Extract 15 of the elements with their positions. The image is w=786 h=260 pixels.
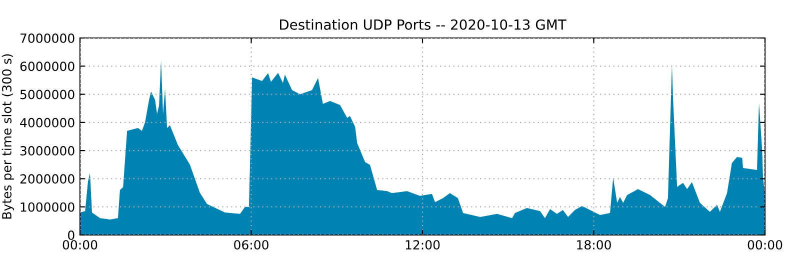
y-axis-title: Bytes per time slot (300 s) bbox=[2, 54, 14, 219]
x-tick-label: 12:00 bbox=[406, 240, 440, 250]
chart-title: Destination UDP Ports -- 2020-10-13 GMT bbox=[280, 19, 566, 30]
x-tick-label: 18:00 bbox=[577, 240, 611, 250]
y-tick-label: 7000000 bbox=[20, 33, 74, 43]
x-tick-label: 00:00 bbox=[748, 240, 782, 250]
y-tick-label: 6000000 bbox=[20, 62, 74, 72]
y-tick-label: 5000000 bbox=[20, 90, 74, 100]
y-tick-label: 2000000 bbox=[20, 174, 74, 184]
x-tick-label: 00:00 bbox=[62, 240, 98, 250]
y-tick-label: 0 bbox=[68, 230, 74, 240]
y-tick-label: 1000000 bbox=[20, 202, 74, 212]
y-tick-label: 3000000 bbox=[20, 146, 74, 156]
y-tick-label: 4000000 bbox=[20, 118, 74, 128]
x-tick-label: 06:00 bbox=[234, 240, 268, 250]
